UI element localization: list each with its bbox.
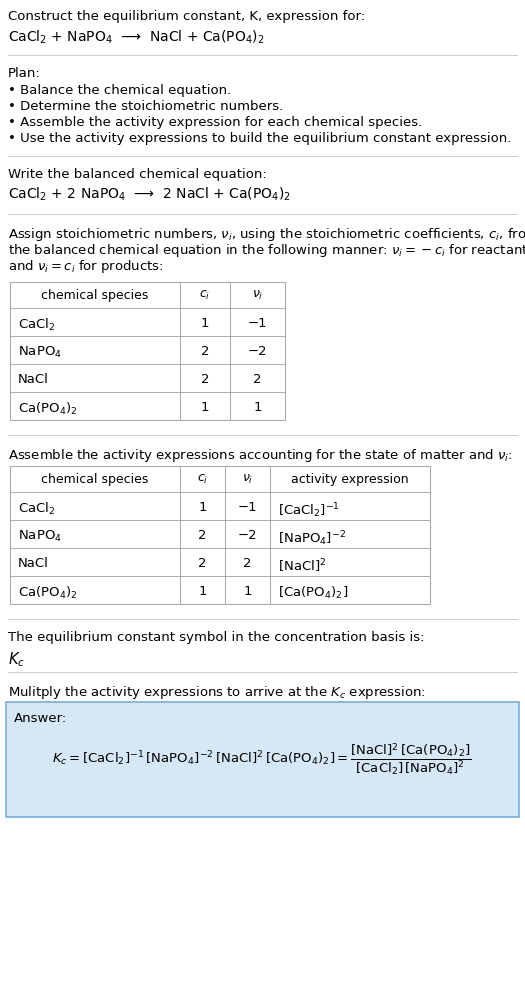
Bar [6, 702, 519, 817]
Text: 1: 1 [198, 501, 207, 514]
Text: NaPO$_4$: NaPO$_4$ [18, 529, 62, 544]
Text: NaPO$_4$: NaPO$_4$ [18, 345, 62, 360]
Text: NaCl: NaCl [18, 373, 49, 386]
Text: CaCl$_2$: CaCl$_2$ [18, 317, 55, 333]
Text: • Use the activity expressions to build the equilibrium constant expression.: • Use the activity expressions to build … [8, 132, 511, 145]
Text: $K_c = \mathrm{[CaCl_2]^{-1}\,[NaPO_4]^{-2}\,[NaCl]^2\,[Ca(PO_4)_2]}$$ = \dfrac{: $K_c = \mathrm{[CaCl_2]^{-1}\,[NaPO_4]^{… [52, 742, 472, 778]
Text: $\nu_i$: $\nu_i$ [252, 289, 263, 302]
Text: activity expression: activity expression [291, 473, 409, 486]
Text: 2: 2 [198, 529, 207, 542]
Text: 2: 2 [201, 345, 209, 358]
Text: Ca(PO$_4$)$_2$: Ca(PO$_4$)$_2$ [18, 585, 78, 601]
Text: [NaCl]$^2$: [NaCl]$^2$ [278, 557, 327, 575]
Text: CaCl$_2$: CaCl$_2$ [18, 501, 55, 517]
Bar [10, 466, 430, 604]
Text: Mulitply the activity expressions to arrive at the $K_c$ expression:: Mulitply the activity expressions to arr… [8, 684, 426, 701]
Text: 2: 2 [253, 373, 262, 386]
Text: 1: 1 [201, 317, 209, 330]
Text: Answer:: Answer: [14, 712, 67, 725]
Text: Assemble the activity expressions accounting for the state of matter and $\nu_i$: Assemble the activity expressions accoun… [8, 447, 513, 464]
Text: [CaCl$_2$]$^{-1}$: [CaCl$_2$]$^{-1}$ [278, 501, 340, 520]
Text: • Balance the chemical equation.: • Balance the chemical equation. [8, 84, 231, 97]
Text: 1: 1 [198, 585, 207, 598]
Text: [NaPO$_4$]$^{-2}$: [NaPO$_4$]$^{-2}$ [278, 529, 346, 548]
Text: chemical species: chemical species [41, 289, 149, 302]
Text: The equilibrium constant symbol in the concentration basis is:: The equilibrium constant symbol in the c… [8, 631, 425, 644]
Text: 1: 1 [243, 585, 252, 598]
Bar [10, 282, 285, 420]
Text: $c_i$: $c_i$ [200, 289, 211, 302]
Text: −1: −1 [248, 317, 267, 330]
Text: $c_i$: $c_i$ [197, 473, 208, 486]
Text: chemical species: chemical species [41, 473, 149, 486]
Text: • Assemble the activity expression for each chemical species.: • Assemble the activity expression for e… [8, 116, 422, 129]
Text: the balanced chemical equation in the following manner: $\nu_i = -c_i$ for react: the balanced chemical equation in the fo… [8, 242, 525, 259]
Text: and $\nu_i = c_i$ for products:: and $\nu_i = c_i$ for products: [8, 258, 164, 275]
Text: 2: 2 [198, 557, 207, 570]
Text: • Determine the stoichiometric numbers.: • Determine the stoichiometric numbers. [8, 100, 284, 113]
Text: $K_c$: $K_c$ [8, 650, 25, 669]
Text: Plan:: Plan: [8, 67, 41, 80]
Text: Construct the equilibrium constant, K, expression for:: Construct the equilibrium constant, K, e… [8, 10, 365, 23]
Text: −1: −1 [238, 501, 257, 514]
Text: Assign stoichiometric numbers, $\nu_i$, using the stoichiometric coefficients, $: Assign stoichiometric numbers, $\nu_i$, … [8, 226, 525, 243]
Text: [Ca(PO$_4$)$_2$]: [Ca(PO$_4$)$_2$] [278, 585, 348, 601]
Text: −2: −2 [238, 529, 257, 542]
Text: NaCl: NaCl [18, 557, 49, 570]
Text: 1: 1 [253, 401, 262, 414]
Text: $\nu_i$: $\nu_i$ [242, 473, 253, 486]
Text: CaCl$_2$ + NaPO$_4$  ⟶  NaCl + Ca(PO$_4$)$_2$: CaCl$_2$ + NaPO$_4$ ⟶ NaCl + Ca(PO$_4$)$… [8, 29, 265, 46]
Text: 2: 2 [201, 373, 209, 386]
Text: 1: 1 [201, 401, 209, 414]
Text: 2: 2 [243, 557, 252, 570]
Text: −2: −2 [248, 345, 267, 358]
Text: CaCl$_2$ + 2 NaPO$_4$  ⟶  2 NaCl + Ca(PO$_4$)$_2$: CaCl$_2$ + 2 NaPO$_4$ ⟶ 2 NaCl + Ca(PO$_… [8, 186, 291, 203]
Text: Ca(PO$_4$)$_2$: Ca(PO$_4$)$_2$ [18, 401, 78, 417]
Text: Write the balanced chemical equation:: Write the balanced chemical equation: [8, 168, 267, 181]
